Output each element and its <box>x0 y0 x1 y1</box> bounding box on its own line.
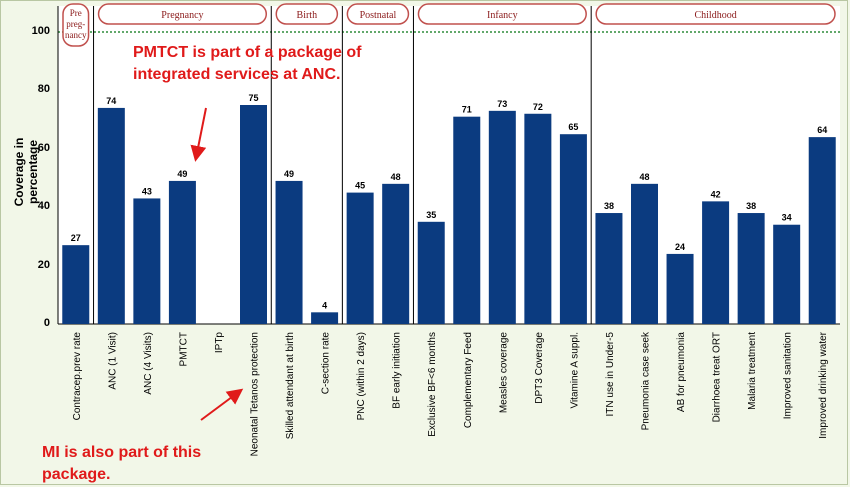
x-category-label: DPT3 Coverage <box>534 332 545 404</box>
bar <box>808 137 836 324</box>
bar-value-label: 75 <box>248 93 258 103</box>
bar-value-label: 64 <box>817 125 827 135</box>
x-category-label: Vitamine A suppl. <box>569 332 580 409</box>
bar <box>417 221 445 324</box>
stage-label-box <box>275 3 339 25</box>
bar-value-label: 42 <box>711 189 721 199</box>
stage-label: Pregnancy <box>161 10 203 21</box>
bar-value-label: 45 <box>355 181 365 191</box>
bar <box>311 312 339 324</box>
y-tick-label: 80 <box>37 83 50 96</box>
pmtct-arrow <box>190 107 207 162</box>
bar-value-label: 49 <box>284 169 294 179</box>
bar-value-label: 27 <box>71 233 81 243</box>
bar-value-label: 38 <box>746 201 756 211</box>
bar <box>595 213 623 324</box>
bar-value-label: 24 <box>675 242 685 252</box>
bar <box>275 180 303 324</box>
bar <box>62 245 90 324</box>
x-category-label: Complementary Feed <box>463 332 474 428</box>
stage-label-box <box>595 3 836 25</box>
bar-value-label: 38 <box>604 201 614 211</box>
bar-value-label: 71 <box>462 105 472 115</box>
bar <box>773 224 801 324</box>
x-category-label: IPTp <box>214 332 225 354</box>
bar-value-label: 48 <box>639 172 649 182</box>
bar <box>97 107 125 324</box>
x-category-label: Pneumonia case seek <box>641 331 652 430</box>
x-category-label: C-section rate <box>321 332 332 395</box>
bar <box>524 113 552 324</box>
x-category-label: Measles coverage <box>498 332 509 414</box>
mi-arrow <box>200 388 244 421</box>
y-tick-label: 20 <box>37 258 50 271</box>
stage-label: nancy <box>65 30 87 40</box>
bar <box>453 116 481 325</box>
x-category-label: ANC (4 Visits) <box>143 332 154 395</box>
stage-label: Pre <box>70 8 82 18</box>
stage-label-box <box>62 3 90 47</box>
x-category-label: Exclusive BF<6 months <box>427 332 438 437</box>
bar <box>240 105 267 324</box>
stage-label: preg- <box>66 19 85 29</box>
bar-value-label: 4 <box>322 300 327 310</box>
x-category-label: Diarrhoea treat ORT <box>712 332 723 422</box>
stage-label-box <box>346 3 410 25</box>
bar <box>382 183 410 324</box>
bar-value-label: 65 <box>568 122 578 132</box>
bar <box>133 198 161 324</box>
bar <box>346 192 374 324</box>
y-tick-label: 40 <box>37 200 50 213</box>
stage-label-box <box>97 3 268 25</box>
x-category-label: BF early initiation <box>392 332 403 409</box>
x-category-label: ITN use in Under-5 <box>605 332 616 417</box>
x-category-label: Skilled attendant at birth <box>285 332 296 439</box>
bar <box>559 134 587 324</box>
stage-label: Postnatal <box>360 10 397 21</box>
mi-annotation: MI is also part of this package. <box>42 444 202 483</box>
bar <box>737 213 765 324</box>
x-category-label: Improved drinking water <box>818 331 829 438</box>
bar <box>631 183 658 324</box>
bar-value-label: 73 <box>497 99 507 109</box>
bar-value-label: 34 <box>782 213 792 223</box>
x-category-label: Contracep.prev rate <box>72 332 83 421</box>
x-category-label: PNC (within 2 days) <box>356 332 367 420</box>
bar <box>702 201 730 324</box>
bar <box>168 180 196 324</box>
x-category-label: Malaria treatment <box>747 332 758 410</box>
bar-value-label: 48 <box>391 172 401 182</box>
stage-label: Childhood <box>694 10 736 21</box>
stage-label: Birth <box>297 10 318 21</box>
x-category-label: AB for pneumonia <box>676 332 687 412</box>
stage-label-box <box>417 3 587 25</box>
x-category-label: ANC (1 Visit) <box>107 332 118 390</box>
x-category-label: PMTCT <box>178 332 189 366</box>
bar-value-label: 74 <box>106 96 116 106</box>
y-tick-label: 100 <box>31 25 50 37</box>
bar <box>666 253 694 324</box>
bar-value-label: 72 <box>533 102 543 112</box>
x-category-label: Neonatal Tetanos protection <box>250 332 261 456</box>
bar-value-label: 49 <box>177 169 187 179</box>
bar-value-label: 43 <box>142 186 152 196</box>
y-tick-label: 0 <box>43 317 50 329</box>
pmtct-annotation: PMTCT is part of a package of integrated… <box>133 44 362 83</box>
stage-label: Infancy <box>487 10 518 21</box>
x-category-label: Improved sanitation <box>783 332 794 419</box>
bar-value-label: 35 <box>426 210 436 220</box>
y-tick-label: 60 <box>37 141 50 154</box>
bar <box>488 110 516 324</box>
